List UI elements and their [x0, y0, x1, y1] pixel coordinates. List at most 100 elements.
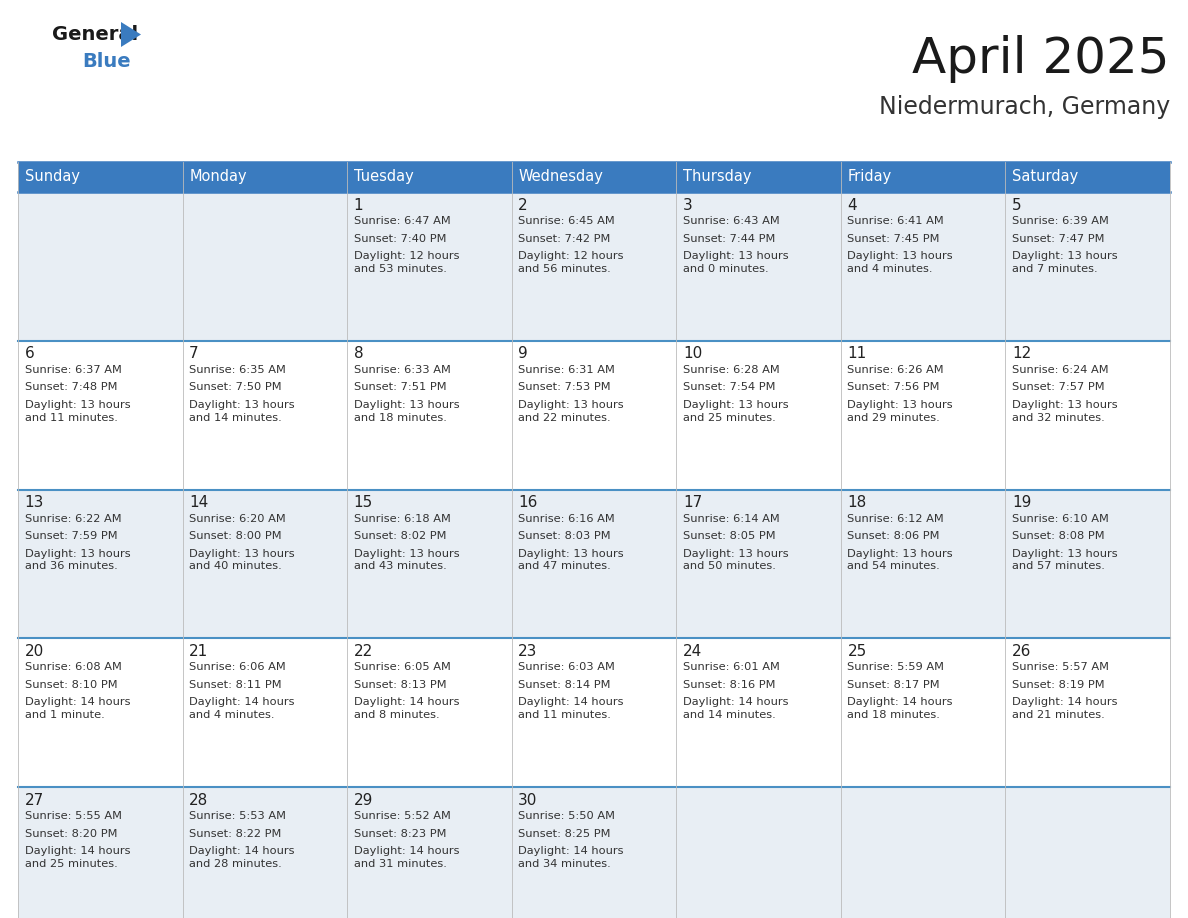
Text: Sunset: 7:56 PM: Sunset: 7:56 PM: [847, 382, 940, 392]
Text: Sunset: 7:44 PM: Sunset: 7:44 PM: [683, 233, 776, 243]
Text: Sunrise: 5:57 AM: Sunrise: 5:57 AM: [1012, 663, 1110, 672]
Text: Sunrise: 6:03 AM: Sunrise: 6:03 AM: [518, 663, 615, 672]
Text: Sunset: 8:10 PM: Sunset: 8:10 PM: [25, 680, 118, 690]
Text: Daylight: 13 hours
and 29 minutes.: Daylight: 13 hours and 29 minutes.: [847, 400, 953, 422]
Text: Daylight: 13 hours
and 0 minutes.: Daylight: 13 hours and 0 minutes.: [683, 251, 789, 274]
Text: Sunset: 8:25 PM: Sunset: 8:25 PM: [518, 829, 611, 839]
Text: General: General: [52, 26, 138, 44]
Text: 23: 23: [518, 644, 538, 659]
Text: Daylight: 14 hours
and 34 minutes.: Daylight: 14 hours and 34 minutes.: [518, 846, 624, 869]
Text: 2: 2: [518, 197, 527, 212]
Text: Daylight: 13 hours
and 40 minutes.: Daylight: 13 hours and 40 minutes.: [189, 549, 295, 571]
Text: Sunset: 7:50 PM: Sunset: 7:50 PM: [189, 382, 282, 392]
Text: Monday: Monday: [189, 170, 247, 185]
Bar: [183, 788, 347, 918]
Bar: [18, 788, 183, 918]
Bar: [183, 638, 347, 788]
Text: 8: 8: [354, 346, 364, 362]
Bar: [841, 341, 1005, 489]
Bar: [347, 489, 512, 638]
Text: Daylight: 14 hours
and 28 minutes.: Daylight: 14 hours and 28 minutes.: [189, 846, 295, 869]
Text: Sunset: 8:16 PM: Sunset: 8:16 PM: [683, 680, 776, 690]
Bar: [183, 192, 347, 341]
Text: Sunrise: 6:35 AM: Sunrise: 6:35 AM: [189, 364, 286, 375]
Bar: [347, 788, 512, 918]
Text: Sunset: 8:02 PM: Sunset: 8:02 PM: [354, 532, 447, 541]
Text: 12: 12: [1012, 346, 1031, 362]
Text: Daylight: 13 hours
and 11 minutes.: Daylight: 13 hours and 11 minutes.: [25, 400, 131, 422]
Bar: [1005, 341, 1170, 489]
Text: 15: 15: [354, 495, 373, 510]
Text: Sunset: 8:03 PM: Sunset: 8:03 PM: [518, 532, 611, 541]
Text: 17: 17: [683, 495, 702, 510]
Text: Daylight: 14 hours
and 18 minutes.: Daylight: 14 hours and 18 minutes.: [847, 698, 953, 721]
Text: Sunset: 8:13 PM: Sunset: 8:13 PM: [354, 680, 447, 690]
Text: Daylight: 13 hours
and 43 minutes.: Daylight: 13 hours and 43 minutes.: [354, 549, 460, 571]
Bar: [676, 489, 841, 638]
Text: 10: 10: [683, 346, 702, 362]
Text: 25: 25: [847, 644, 867, 659]
Bar: [347, 162, 512, 192]
Text: Sunrise: 6:41 AM: Sunrise: 6:41 AM: [847, 216, 944, 226]
Bar: [18, 192, 183, 341]
Bar: [1005, 788, 1170, 918]
Text: Sunrise: 6:12 AM: Sunrise: 6:12 AM: [847, 513, 944, 523]
Text: Sunrise: 5:52 AM: Sunrise: 5:52 AM: [354, 812, 450, 822]
Bar: [512, 788, 676, 918]
Text: Sunset: 8:22 PM: Sunset: 8:22 PM: [189, 829, 282, 839]
Bar: [183, 162, 347, 192]
Text: Sunrise: 6:45 AM: Sunrise: 6:45 AM: [518, 216, 615, 226]
Text: Sunrise: 6:33 AM: Sunrise: 6:33 AM: [354, 364, 450, 375]
Text: Sunset: 7:47 PM: Sunset: 7:47 PM: [1012, 233, 1105, 243]
Text: 11: 11: [847, 346, 867, 362]
Text: Friday: Friday: [847, 170, 892, 185]
Text: Sunrise: 5:55 AM: Sunrise: 5:55 AM: [25, 812, 121, 822]
Text: Daylight: 13 hours
and 32 minutes.: Daylight: 13 hours and 32 minutes.: [1012, 400, 1118, 422]
Text: Sunrise: 6:28 AM: Sunrise: 6:28 AM: [683, 364, 779, 375]
Text: 19: 19: [1012, 495, 1031, 510]
Bar: [18, 489, 183, 638]
Text: 20: 20: [25, 644, 44, 659]
Bar: [512, 192, 676, 341]
Text: 14: 14: [189, 495, 208, 510]
Text: Daylight: 13 hours
and 50 minutes.: Daylight: 13 hours and 50 minutes.: [683, 549, 789, 571]
Bar: [18, 341, 183, 489]
Bar: [512, 162, 676, 192]
Bar: [1005, 192, 1170, 341]
Bar: [1005, 638, 1170, 788]
Text: Sunset: 7:45 PM: Sunset: 7:45 PM: [847, 233, 940, 243]
Text: 5: 5: [1012, 197, 1022, 212]
Text: 26: 26: [1012, 644, 1031, 659]
Text: Sunset: 8:17 PM: Sunset: 8:17 PM: [847, 680, 940, 690]
Text: Sunrise: 6:43 AM: Sunrise: 6:43 AM: [683, 216, 779, 226]
Text: Sunset: 8:06 PM: Sunset: 8:06 PM: [847, 532, 940, 541]
Bar: [676, 638, 841, 788]
Text: 29: 29: [354, 793, 373, 808]
Text: Thursday: Thursday: [683, 170, 751, 185]
Text: Sunset: 8:19 PM: Sunset: 8:19 PM: [1012, 680, 1105, 690]
Bar: [676, 341, 841, 489]
Bar: [1005, 162, 1170, 192]
Bar: [347, 638, 512, 788]
Text: 30: 30: [518, 793, 538, 808]
Text: Sunset: 7:40 PM: Sunset: 7:40 PM: [354, 233, 447, 243]
Bar: [841, 162, 1005, 192]
Text: Sunrise: 5:59 AM: Sunrise: 5:59 AM: [847, 663, 944, 672]
Text: Sunrise: 6:14 AM: Sunrise: 6:14 AM: [683, 513, 779, 523]
Text: Sunrise: 6:06 AM: Sunrise: 6:06 AM: [189, 663, 286, 672]
Bar: [841, 192, 1005, 341]
Text: Sunrise: 6:01 AM: Sunrise: 6:01 AM: [683, 663, 779, 672]
Text: Sunset: 7:48 PM: Sunset: 7:48 PM: [25, 382, 118, 392]
Text: Sunset: 8:05 PM: Sunset: 8:05 PM: [683, 532, 776, 541]
Bar: [841, 638, 1005, 788]
Text: 16: 16: [518, 495, 538, 510]
Bar: [1005, 489, 1170, 638]
Text: 18: 18: [847, 495, 867, 510]
Text: April 2025: April 2025: [912, 35, 1170, 83]
Text: Sunset: 8:08 PM: Sunset: 8:08 PM: [1012, 532, 1105, 541]
Text: Sunrise: 6:31 AM: Sunrise: 6:31 AM: [518, 364, 615, 375]
Bar: [347, 341, 512, 489]
Bar: [512, 489, 676, 638]
Bar: [676, 788, 841, 918]
Text: Sunrise: 5:53 AM: Sunrise: 5:53 AM: [189, 812, 286, 822]
